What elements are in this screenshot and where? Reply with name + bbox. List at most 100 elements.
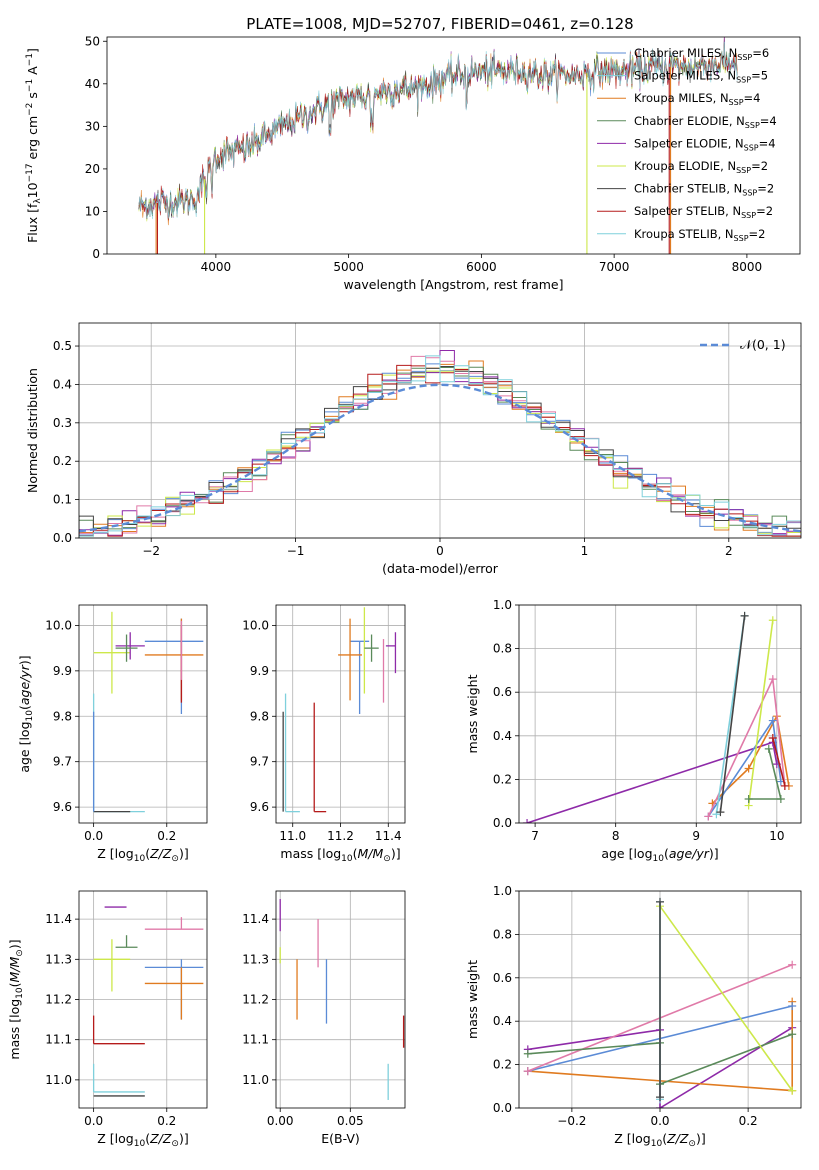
y-tick-label: 10.0 [45,618,72,632]
y-tick-label: 9.7 [53,755,72,769]
x-tick-label: 0.05 [337,1114,364,1128]
y-tick-label: 0.4 [493,1014,512,1028]
data-point [115,935,138,948]
panel-weight_vs_age: 7 8 9 10 0.0 0.2 0.4 0.6 0.8 1.0 age [log10(age/yr… [465,598,802,864]
data-point [350,640,370,714]
figure-title: PLATE=1008, MJD=52707, FIBERID=0461, z=0… [246,15,633,33]
y-tick-label: 0.8 [493,642,512,656]
legend-label: Salpeter MILES, NSSP=5 [634,69,768,85]
x-axis-label: wavelength [Angstrom, rest frame] [343,277,563,292]
weight-marker [788,1002,797,1011]
y-tick-label: 11.2 [242,993,269,1007]
x-axis-label: Z [log10(Z/Z⊙)] [97,846,188,864]
panel-age_vs_Z: 0.0 0.2 9.6 9.7 9.8 9.9 10.0 Z [log10(Z/Z⊙)] age… [17,604,208,864]
x-tick-label: 0.2 [157,1114,176,1128]
normal-curve [79,383,801,533]
x-tick-label: 6000 [466,260,497,274]
weight-marker [740,611,749,620]
x-axis-label: (data-model)/error [382,561,499,576]
y-tick-label: 0.3 [53,416,72,430]
y-tick-label: 0.0 [493,816,512,830]
plot-area [282,607,397,813]
data-point [313,702,327,813]
y-tick-label: 0.4 [53,377,72,391]
weight-marker [716,808,725,817]
y-axis-label: mass [log10(M/M⊙)] [7,939,25,1059]
y-axis-label: mass weight [465,674,480,753]
axes-frame [78,322,802,539]
x-tick-label: 0.2 [739,1114,758,1128]
data-point [115,632,145,660]
x-tick-label: 0.0 [650,1114,669,1128]
data-point [385,632,397,674]
x-tick-label: 7000 [599,260,630,274]
legend-label: Chabrier MILES, NSSP=6 [634,46,769,62]
y-tick-label: 10 [85,204,100,218]
y-tick-label: 30 [85,119,100,133]
weight-marker [656,1093,664,1102]
y-tick-label: 10.0 [242,618,269,632]
weight-line [747,620,774,806]
weight-marker [656,1104,664,1108]
x-tick-label: −2 [142,544,160,558]
axes-frame [518,890,802,1109]
data-point [93,611,131,694]
x-tick-label: 11.2 [327,829,354,843]
weight-marker [744,764,753,773]
axes-frame [518,604,802,824]
legend-label: Kroupa ELODIE, NSSP=2 [634,159,768,175]
y-tick-label: 9.8 [250,709,269,723]
weight-line [707,718,782,817]
y-tick-label: 0.8 [493,927,512,941]
y-tick-label: 9.6 [250,800,269,814]
axes-frame [106,36,801,255]
y-tick-label: 0.2 [493,1058,512,1072]
y-tick-label: 40 [85,77,100,91]
y-tick-label: 0.2 [493,772,512,786]
x-tick-label: −1 [287,544,305,558]
data-point [92,1015,145,1045]
weight-marker [788,960,797,969]
weight-line [719,615,746,813]
plot-area [523,897,797,1108]
y-axis-label: mass weight [465,960,480,1039]
y-tick-label: 11.0 [242,1073,269,1087]
y-tick-label: 9.8 [53,709,72,723]
plot-area [523,611,793,823]
x-tick-label: −0.2 [557,1114,586,1128]
data-point [364,634,379,662]
x-tick-label: 7 [531,829,539,843]
axes-frame [78,890,208,1109]
weight-line [711,713,790,804]
weight-marker [704,812,713,821]
weight-marker [768,733,777,742]
legend-label: Chabrier ELODIE, NSSP=4 [634,114,777,130]
y-tick-label: 0.0 [53,531,72,545]
y-tick-label: 9.6 [53,800,72,814]
x-tick-label: 4000 [201,260,232,274]
y-tick-label: 0.2 [53,454,72,468]
data-point [144,618,204,714]
weight-marker [523,1049,532,1058]
x-axis-label: mass [log10(M/M⊙)] [280,846,400,864]
data-point [144,917,204,930]
weight-marker [744,795,753,804]
data-point [144,618,204,701]
plot-area [92,611,204,813]
y-tick-label: 0.1 [53,493,72,507]
legend-label: Kroupa MILES, NSSP=4 [634,91,760,107]
x-tick-label: 8 [612,829,620,843]
weight-marker [712,810,721,819]
legend-label: Salpeter ELODIE, NSSP=4 [634,136,776,152]
plot-area [138,37,738,254]
axes-frame [275,604,406,824]
axes-frame [275,890,406,1109]
x-axis-label: Z [log10(Z/Z⊙)] [614,1131,705,1149]
x-tick-label: 11.4 [375,829,402,843]
legend-label: Chabrier STELIB, NSSP=2 [634,182,774,198]
y-tick-label: 9.9 [53,664,72,678]
y-tick-label: 11.3 [242,952,269,966]
weight-line [772,737,786,787]
x-tick-label: 10 [769,829,784,843]
